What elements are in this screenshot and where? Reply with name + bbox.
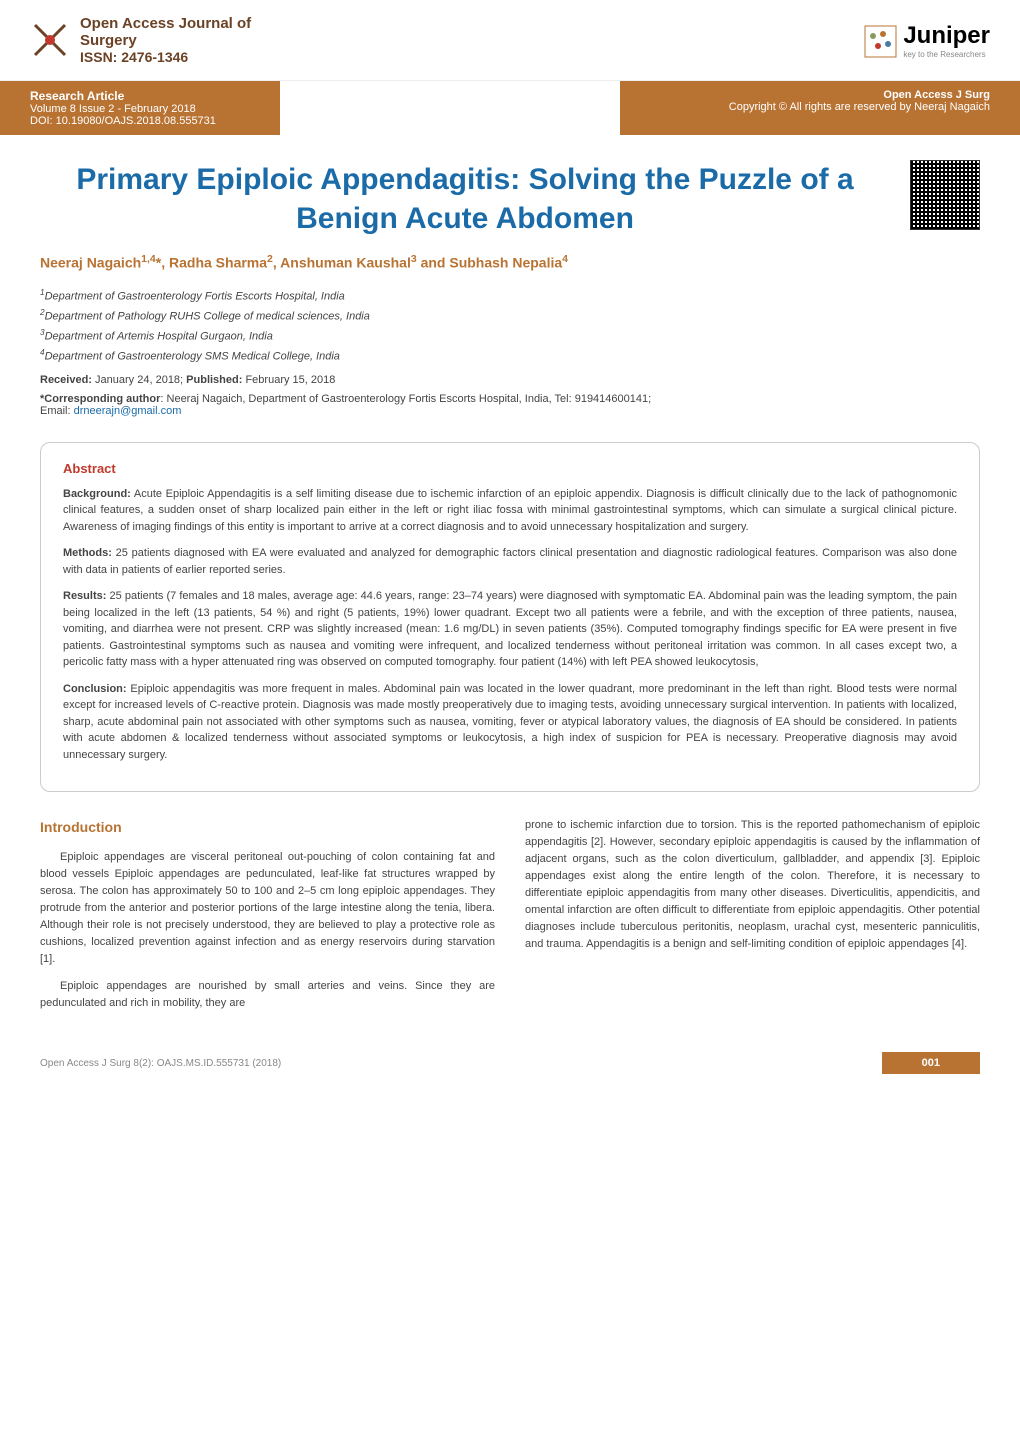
qr-code-icon <box>910 160 980 230</box>
affiliations: 1Department of Gastroenterology Fortis E… <box>0 281 1020 372</box>
title-section: Primary Epiploic Appendagitis: Solving t… <box>0 135 1020 253</box>
header-bar: Open Access Journal of Surgery ISSN: 247… <box>0 0 1020 81</box>
results-text: 25 patients (7 females and 18 males, ave… <box>63 590 957 668</box>
article-type: Research Article <box>30 89 250 103</box>
corresponding-label: *Corresponding author <box>40 393 160 405</box>
affiliation-3: 3Department of Artemis Hospital Gurgaon,… <box>40 326 980 346</box>
received-label: Received: <box>40 374 92 386</box>
background-label: Background: <box>63 488 131 500</box>
intro-para-2: Epiploic appendages are nourished by sma… <box>40 978 495 1012</box>
authors-list: Neeraj Nagaich1,4*, Radha Sharma2, Anshu… <box>40 253 980 271</box>
publisher-tagline: key to the Researchers <box>903 50 985 59</box>
publisher-text: Juniper key to the Researchers <box>903 22 990 59</box>
intro-para-3: prone to ischemic infarction due to tors… <box>525 817 980 953</box>
conclusion-label: Conclusion: <box>63 683 127 695</box>
abstract-box: Abstract Background: Acute Epiploic Appe… <box>40 442 980 793</box>
intro-para-1: Epiploic appendages are visceral periton… <box>40 849 495 968</box>
abstract-conclusion: Conclusion: Epiploic appendagitis was mo… <box>63 681 957 764</box>
methods-label: Methods: <box>63 547 112 559</box>
body-col-right: prone to ischemic infarction due to tors… <box>525 817 980 1022</box>
affiliation-3-text: Department of Artemis Hospital Gurgaon, … <box>45 331 273 343</box>
journal-logo-icon <box>30 20 70 60</box>
publisher-name: Juniper <box>903 22 990 50</box>
corresponding-author: *Corresponding author: Neeraj Nagaich, D… <box>0 388 1020 432</box>
conclusion-text: Epiploic appendagitis was more frequent … <box>63 683 957 761</box>
meta-bar: Research Article Volume 8 Issue 2 - Febr… <box>0 81 1020 135</box>
corresponding-email: drneerajn@gmail.com <box>74 405 182 417</box>
email-label: Email: <box>40 405 74 417</box>
dates-line: Received: January 24, 2018; Published: F… <box>0 372 1020 388</box>
body-columns: Introduction Epiploic appendages are vis… <box>0 802 1020 1042</box>
published-date: February 15, 2018 <box>242 374 335 386</box>
abstract-heading: Abstract <box>63 461 957 476</box>
journal-block: Open Access Journal of Surgery ISSN: 247… <box>30 15 251 65</box>
journal-name-line1: Open Access Journal of <box>80 15 251 32</box>
copyright: Copyright © All rights are reserved by N… <box>650 101 990 113</box>
affiliation-1: 1Department of Gastroenterology Fortis E… <box>40 286 980 306</box>
journal-short: Open Access J Surg <box>650 89 990 101</box>
results-label: Results: <box>63 590 106 602</box>
authors-section: Neeraj Nagaich1,4*, Radha Sharma2, Anshu… <box>0 253 1020 281</box>
journal-name-line2: Surgery <box>80 32 251 49</box>
abstract-background: Background: Acute Epiploic Appendagitis … <box>63 486 957 536</box>
article-title: Primary Epiploic Appendagitis: Solving t… <box>40 160 890 238</box>
publisher-block: Juniper key to the Researchers <box>863 22 990 59</box>
volume-issue: Volume 8 Issue 2 - February 2018 <box>30 103 250 115</box>
footer-citation: Open Access J Surg 8(2): OAJS.MS.ID.5557… <box>40 1058 867 1069</box>
doi: DOI: 10.19080/OAJS.2018.08.555731 <box>30 115 250 127</box>
body-col-left: Introduction Epiploic appendages are vis… <box>40 817 495 1022</box>
affiliation-2-text: Department of Pathology RUHS College of … <box>45 311 370 323</box>
received-date: January 24, 2018; <box>92 374 186 386</box>
methods-text: 25 patients diagnosed with EA were evalu… <box>63 547 957 576</box>
affiliation-4: 4Department of Gastroenterology SMS Medi… <box>40 346 980 366</box>
background-text: Acute Epiploic Appendagitis is a self li… <box>63 488 957 533</box>
journal-issn: ISSN: 2476-1346 <box>80 49 251 65</box>
footer-page-number: 001 <box>882 1052 980 1074</box>
intro-heading: Introduction <box>40 817 495 839</box>
journal-info: Open Access Journal of Surgery ISSN: 247… <box>80 15 251 65</box>
abstract-results: Results: 25 patients (7 females and 18 m… <box>63 588 957 671</box>
affiliation-2: 2Department of Pathology RUHS College of… <box>40 306 980 326</box>
footer-bar: Open Access J Surg 8(2): OAJS.MS.ID.5557… <box>0 1042 1020 1084</box>
abstract-methods: Methods: 25 patients diagnosed with EA w… <box>63 545 957 578</box>
published-label: Published: <box>186 374 242 386</box>
affiliation-1-text: Department of Gastroenterology Fortis Es… <box>45 290 345 302</box>
corresponding-text: : Neeraj Nagaich, Department of Gastroen… <box>160 393 651 405</box>
meta-left: Research Article Volume 8 Issue 2 - Febr… <box>0 81 280 135</box>
meta-right: Open Access J Surg Copyright © All right… <box>620 81 1020 135</box>
publisher-icon <box>863 24 898 59</box>
affiliation-4-text: Department of Gastroenterology SMS Medic… <box>45 351 340 363</box>
